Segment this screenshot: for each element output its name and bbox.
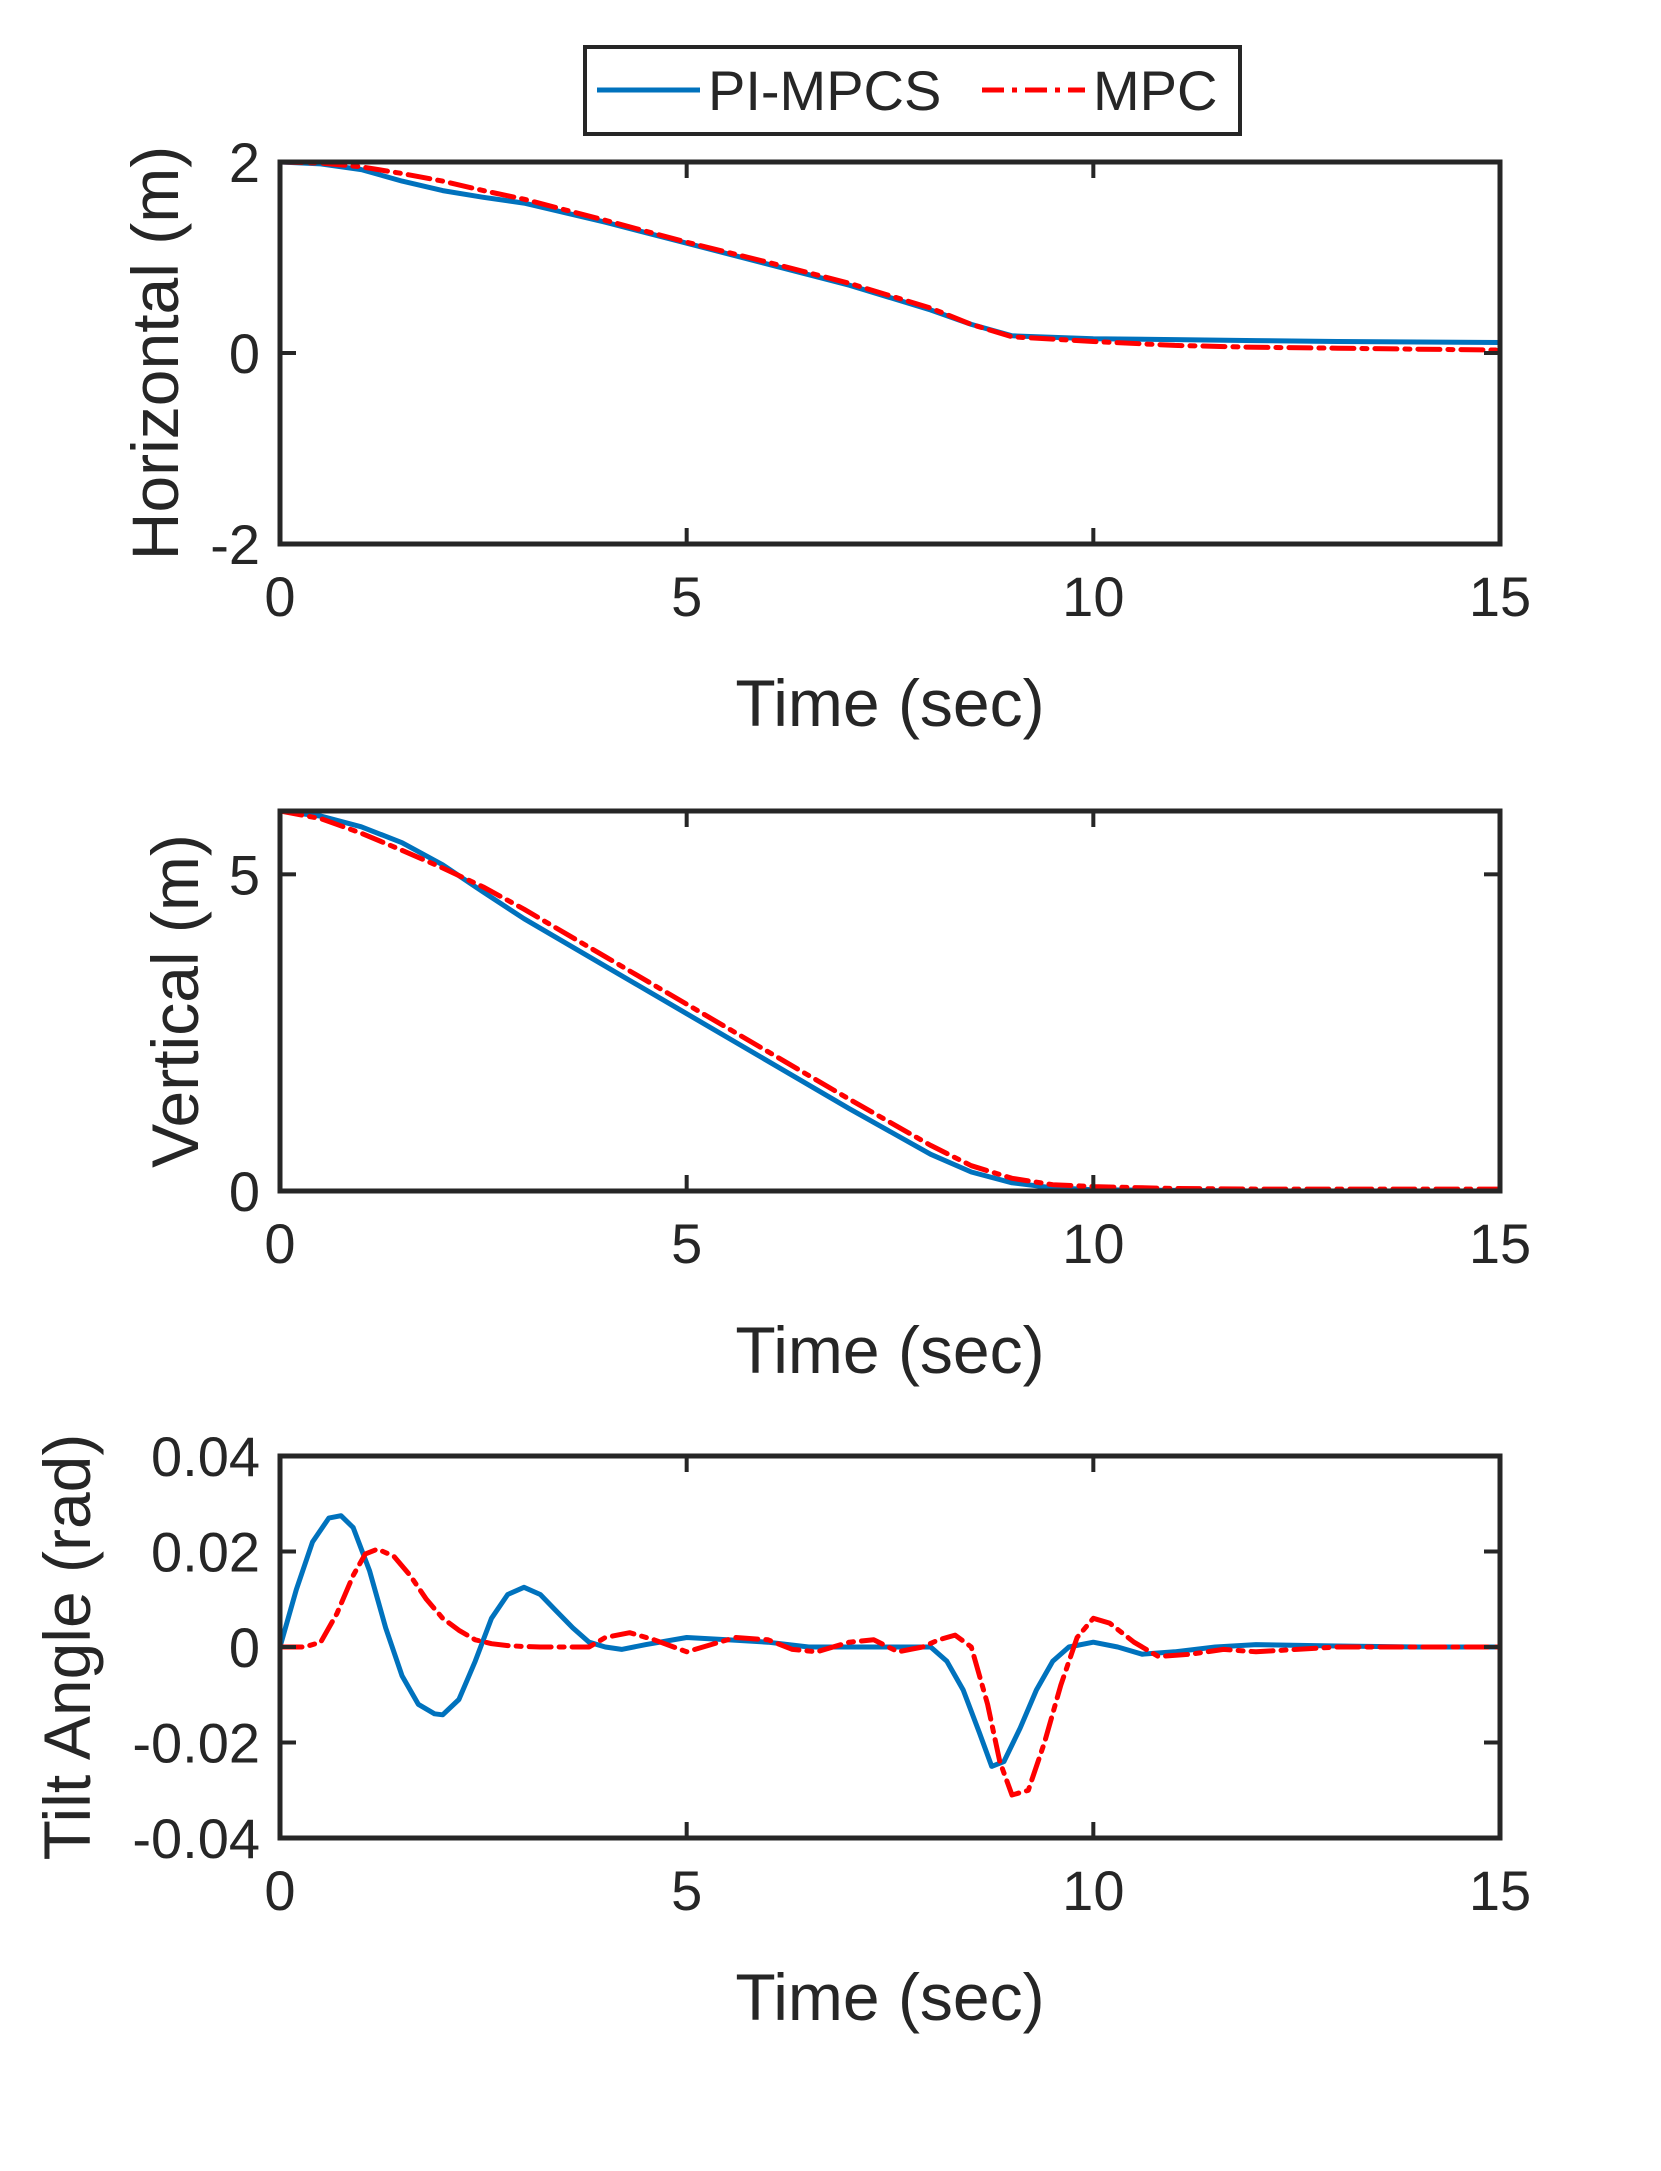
series-line-mpc (280, 162, 1500, 353)
x-tick-label: 15 (1469, 1859, 1531, 1922)
y-tick-label: 5 (229, 843, 260, 906)
tick-layer: 0 5 10 15 0 5 (229, 811, 1531, 1275)
series-layer (280, 1513, 1500, 1798)
plot-area (280, 162, 1500, 544)
x-tick-label: 15 (1469, 1212, 1531, 1275)
y-tick-label: 0 (229, 322, 260, 385)
x-axis-label: Time (sec) (735, 1313, 1044, 1387)
x-tick-label: 15 (1469, 565, 1531, 628)
series-line-pi-mpcs (280, 162, 1500, 345)
subplot-tilt-angle: 0 5 10 15 -0.04 -0.02 0 0.02 0.04 Time (sec) Til… (30, 1425, 1531, 2034)
subplot-horizontal: 0 5 10 15-202 Time (sec) Horizontal (m) (118, 131, 1531, 740)
y-tick-label: 0.04 (151, 1425, 260, 1488)
y-tick-label: 0.02 (151, 1521, 260, 1584)
axes-box (277, 808, 1503, 1194)
y-tick-label: 0 (229, 1160, 260, 1223)
x-tick-label: 5 (671, 565, 702, 628)
x-tick-label: 5 (671, 1212, 702, 1275)
series-line-mpc (280, 1546, 1500, 1798)
axes-box (277, 159, 1503, 547)
y-axis-label: Horizontal (m) (118, 146, 192, 560)
x-tick-label: 10 (1062, 1212, 1124, 1275)
y-tick-label: -0.04 (132, 1807, 260, 1870)
legend-label-mpc: MPC (1093, 59, 1217, 122)
y-tick-label: -2 (210, 513, 260, 576)
legend: PI-MPCS MPC (583, 45, 1242, 136)
y-tick-label: 2 (229, 131, 260, 194)
x-axis-label: Time (sec) (735, 1960, 1044, 2034)
axes-box (277, 1453, 1503, 1841)
x-axis-label: Time (sec) (735, 666, 1044, 740)
legend-label-pi-mpcs: PI-MPCS (708, 59, 941, 122)
plot-area (280, 811, 1500, 1191)
y-axis-label: Vertical (m) (138, 834, 212, 1168)
x-tick-label: 0 (264, 1212, 295, 1275)
subplot-vertical: 0 5 10 15 0 5 Time (sec) Vertical (m) (138, 808, 1531, 1387)
x-tick-label: 0 (264, 1859, 295, 1922)
series-layer (280, 162, 1500, 353)
x-tick-label: 10 (1062, 1859, 1124, 1922)
series-line-pi-mpcs (280, 1513, 1500, 1769)
y-tick-label: 0 (229, 1616, 260, 1679)
y-axis-label: Tilt Angle (rad) (30, 1434, 104, 1861)
x-tick-label: 10 (1062, 565, 1124, 628)
x-tick-label: 5 (671, 1859, 702, 1922)
x-tick-label: 0 (264, 565, 295, 628)
y-tick-label: -0.02 (132, 1712, 260, 1775)
